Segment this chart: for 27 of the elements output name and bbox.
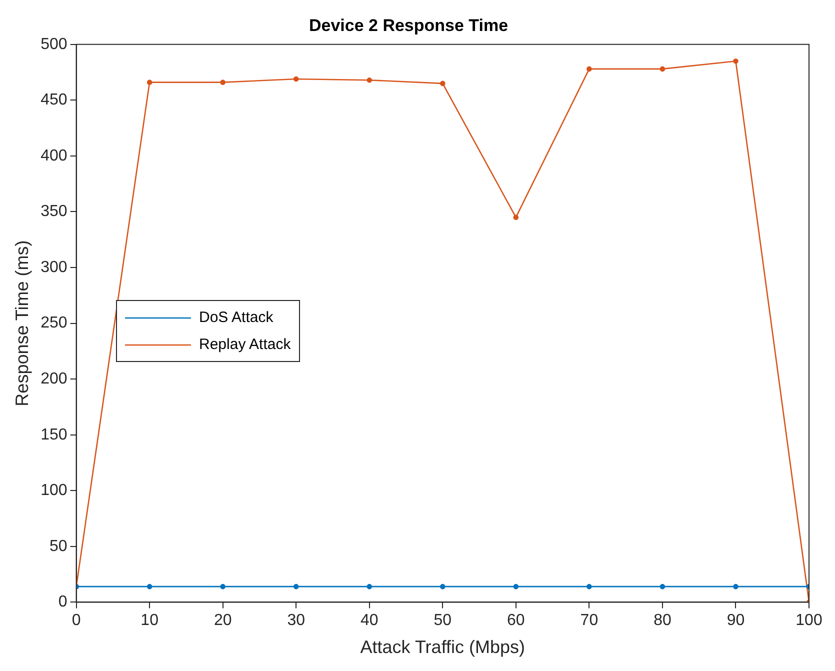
y-tick-label: 250 (40, 314, 68, 332)
y-tick-label: 150 (40, 426, 68, 444)
x-tick-label: 100 (796, 612, 822, 630)
y-axis-title: Response Time (ms) (12, 240, 32, 406)
x-tick-label: 20 (214, 612, 232, 630)
y-tick-label: 450 (40, 92, 68, 109)
legend-label: DoS Attack (199, 309, 274, 326)
legend-label: Replay Attack (199, 336, 291, 353)
y-tick-label: 300 (40, 258, 68, 276)
x-tick-label: 60 (507, 612, 525, 630)
y-tick-label: 0 (58, 594, 68, 611)
x-tick-label: 40 (360, 612, 378, 630)
y-tick-label: 500 (40, 36, 68, 53)
x-tick-label: 50 (434, 612, 452, 630)
x-tick-label: 90 (726, 612, 745, 630)
y-tick-label: 350 (40, 203, 68, 220)
x-tick-label: 0 (72, 612, 81, 630)
y-tick-label: 100 (40, 482, 68, 500)
y-tick-label: 400 (40, 147, 68, 164)
y-tick-label: 200 (40, 370, 68, 388)
x-tick-label: 30 (287, 612, 306, 630)
x-tick-label: 70 (580, 612, 598, 630)
x-tick-label: 80 (654, 612, 672, 630)
chart-title: Device 2 Response Time (308, 16, 508, 35)
x-axis-title: Attack Traffic (Mbps) (360, 637, 526, 658)
x-tick-label: 10 (140, 612, 159, 630)
y-tick-label: 50 (50, 538, 68, 555)
